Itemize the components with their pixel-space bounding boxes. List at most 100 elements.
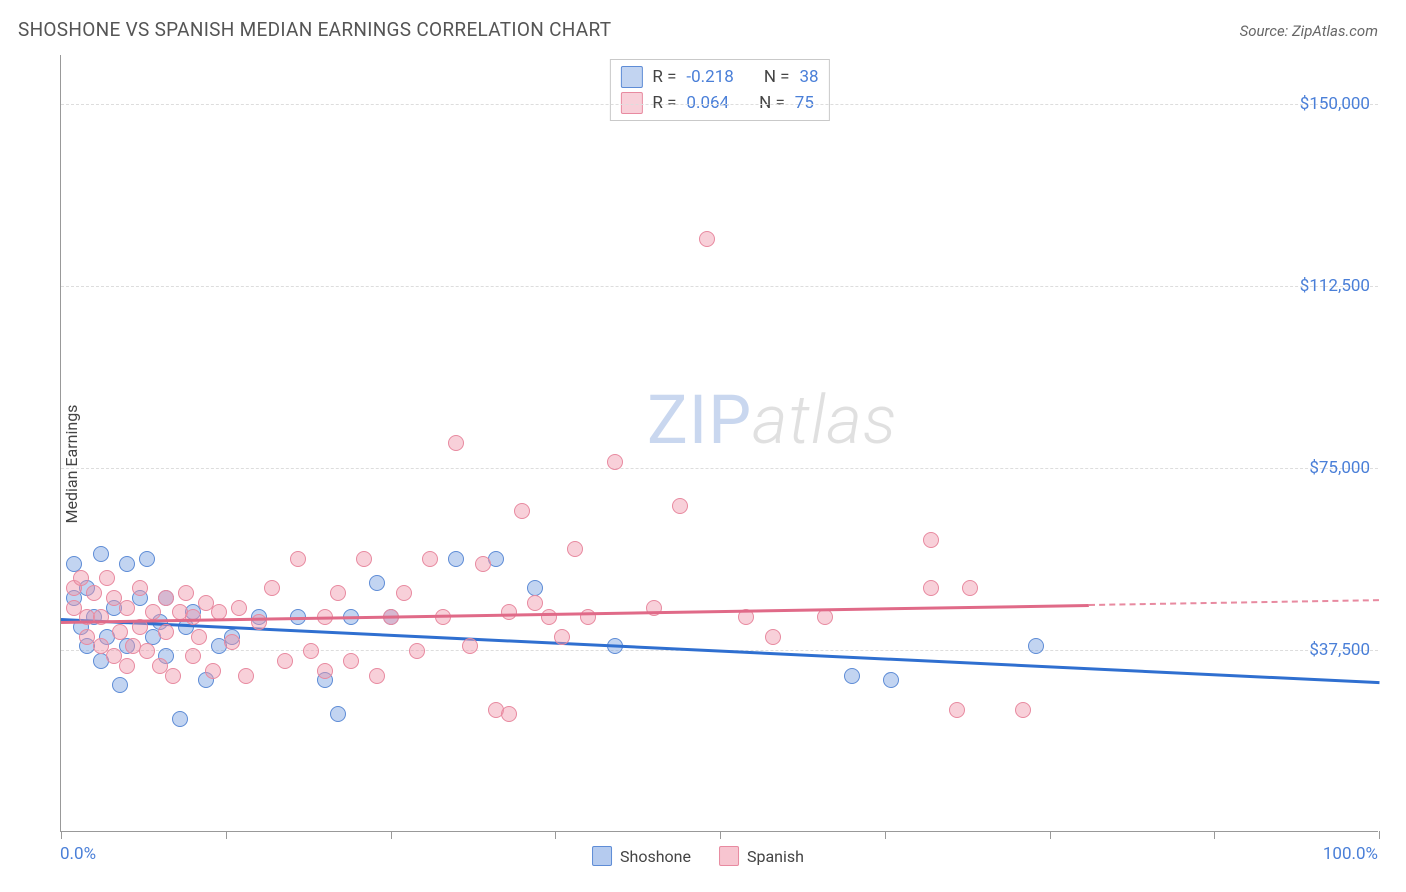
stat-n-value: 38 [800,67,819,87]
chart-header: SHOSHONE VS SPANISH MEDIAN EARNINGS CORR… [0,0,1406,49]
data-point [119,600,135,616]
watermark-zip: ZIP [647,380,752,460]
x-tick [720,831,721,839]
source-attribution: Source: ZipAtlas.com [1240,22,1378,40]
data-point [356,551,372,567]
gridline [61,286,1378,287]
data-point [448,435,464,451]
data-point [844,668,860,684]
data-point [448,551,464,567]
x-tick [1050,831,1051,839]
chart-title: SHOSHONE VS SPANISH MEDIAN EARNINGS CORR… [18,18,611,41]
data-point [343,653,359,669]
data-point [224,634,240,650]
legend-label: Spanish [747,847,804,866]
x-tick [1214,831,1215,839]
plot-area: ZIPatlas R = -0.218N = 38R = 0.064N = 75… [60,55,1378,832]
data-point [699,231,715,247]
data-point [330,585,346,601]
data-point [251,614,267,630]
correlation-stats-box: R = -0.218N = 38R = 0.064N = 75 [609,59,829,121]
data-point [369,668,385,684]
data-point [191,629,207,645]
x-tick [391,831,392,839]
data-point [1028,638,1044,654]
data-point [962,580,978,596]
x-tick [226,831,227,839]
data-point [501,604,517,620]
data-point [112,624,128,640]
y-tick-label: $37,500 [1309,640,1370,660]
data-point [165,668,181,684]
data-point [527,595,543,611]
data-point [231,600,247,616]
y-tick-label: $150,000 [1300,94,1370,114]
data-point [205,663,221,679]
watermark: ZIPatlas [647,380,897,460]
legend-item: Shoshone [592,846,691,866]
data-point [172,711,188,727]
data-point [99,570,115,586]
x-axis-max-label: 100.0% [1323,844,1378,864]
gridline [61,104,1378,105]
data-point [1015,702,1031,718]
legend-swatch [719,846,739,866]
trend-line-dashed [1089,599,1379,606]
data-point [119,658,135,674]
data-point [185,648,201,664]
data-point [607,454,623,470]
legend-swatch [592,846,612,866]
data-point [158,624,174,640]
data-point [119,556,135,572]
data-point [317,663,333,679]
data-point [185,609,201,625]
data-point [139,643,155,659]
data-point [672,498,688,514]
data-point [949,702,965,718]
y-tick-label: $75,000 [1309,458,1370,478]
data-point [145,604,161,620]
series-swatch [620,66,642,88]
legend-label: Shoshone [620,847,691,866]
data-point [409,643,425,659]
data-point [541,609,557,625]
data-point [435,609,451,625]
stat-n-label: N = [764,67,790,87]
stats-row: R = -0.218 N = 38 [620,64,818,90]
data-point [396,585,412,601]
data-point [139,551,155,567]
data-point [923,580,939,596]
y-tick-label: $112,500 [1300,276,1370,296]
stat-r-value: -0.218 [686,67,733,87]
data-point [422,551,438,567]
x-axis-min-label: 0.0% [60,844,96,864]
data-point [158,590,174,606]
series-legend: Shoshone Spanish [592,846,804,866]
x-tick [555,831,556,839]
data-point [303,643,319,659]
data-point [765,629,781,645]
data-point [369,575,385,591]
chart-container: Median Earnings ZIPatlas R = -0.218N = 3… [18,55,1378,872]
data-point [475,556,491,572]
data-point [264,580,280,596]
x-tick [61,831,62,839]
x-tick [885,831,886,839]
data-point [238,668,254,684]
gridline [61,468,1378,469]
x-tick [1379,831,1380,839]
data-point [817,609,833,625]
data-point [330,706,346,722]
data-point [554,629,570,645]
data-point [93,546,109,562]
data-point [567,541,583,557]
data-point [501,706,517,722]
data-point [86,585,102,601]
data-point [462,638,478,654]
data-point [73,570,89,586]
data-point [290,551,306,567]
data-point [923,532,939,548]
stat-r-label: R = [652,67,676,87]
legend-item: Spanish [719,846,804,866]
data-point [132,580,148,596]
